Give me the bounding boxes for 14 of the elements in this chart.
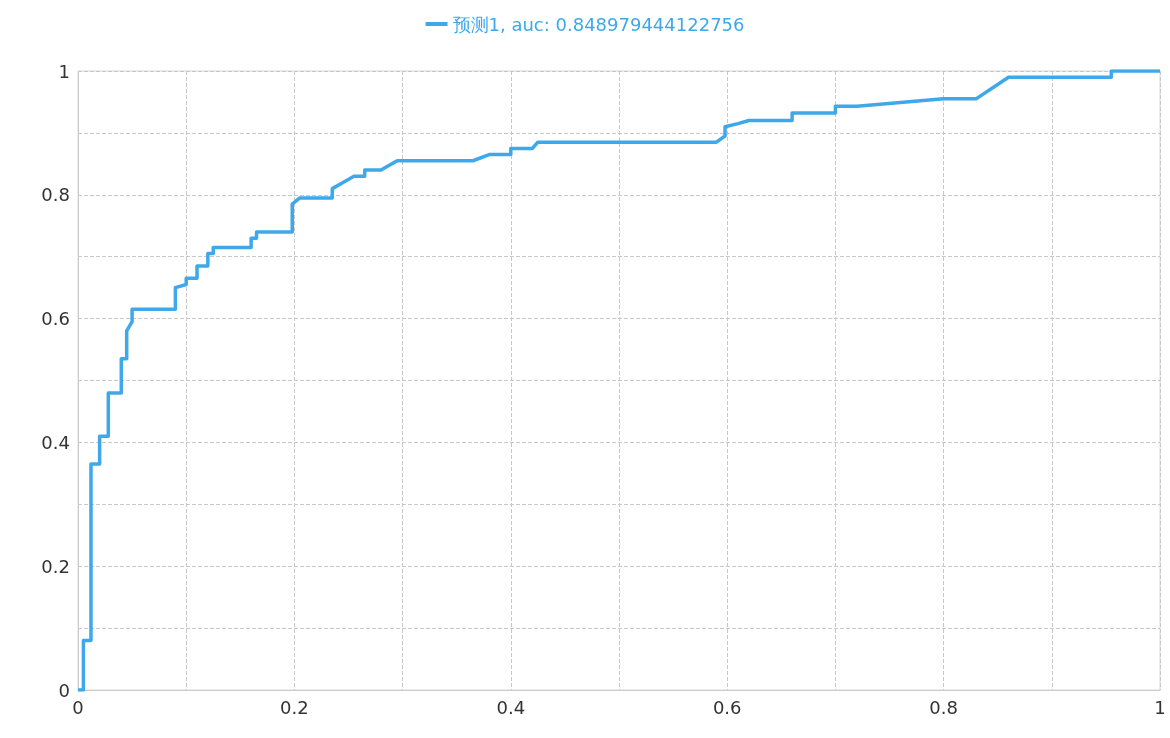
- y-tick-label: 0.6: [41, 308, 70, 330]
- x-tick-label: 0.2: [280, 696, 309, 718]
- x-tick-label: 0.8: [929, 696, 958, 718]
- y-tick-label: 0.2: [41, 555, 70, 577]
- x-tick-label: 0: [72, 696, 84, 718]
- x-tick-label: 0.6: [712, 696, 742, 718]
- y-tick-label: 0: [58, 679, 70, 701]
- y-tick-label: 0.8: [41, 184, 70, 206]
- x-tick-label: 0.4: [496, 696, 526, 718]
- legend-label: 预测1, auc: 0.848979444122756: [452, 13, 745, 35]
- y-tick-label: 1: [58, 60, 70, 82]
- y-tick-label: 0.4: [41, 431, 70, 453]
- x-tick-label: 1: [1154, 696, 1166, 718]
- line-series: [76, 69, 1162, 692]
